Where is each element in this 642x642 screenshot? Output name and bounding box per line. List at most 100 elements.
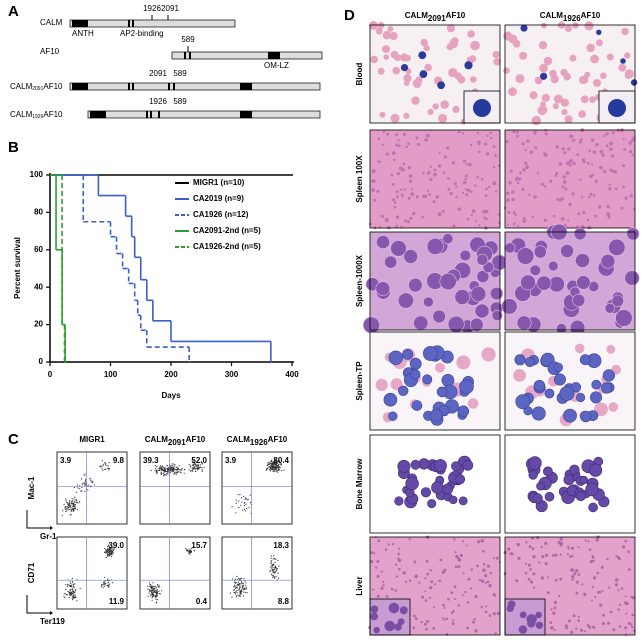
flow-event — [270, 557, 272, 560]
flow-event — [61, 514, 63, 516]
cell — [458, 558, 462, 562]
flow-event — [166, 473, 168, 475]
flow-event — [188, 549, 190, 552]
flow-event — [279, 466, 281, 468]
cell — [477, 142, 481, 146]
domain — [128, 20, 130, 27]
cell — [591, 379, 602, 390]
cell — [459, 553, 463, 558]
flow-event — [66, 502, 69, 504]
cell — [569, 464, 580, 475]
cell — [622, 185, 625, 189]
cell — [422, 346, 438, 361]
flow-event — [276, 469, 278, 472]
cell — [424, 599, 428, 602]
flow-event — [74, 505, 76, 507]
cell — [577, 212, 581, 216]
cell — [620, 58, 626, 64]
flow-event — [173, 470, 175, 472]
flow-event — [273, 470, 275, 472]
cell — [478, 150, 481, 153]
cell — [601, 382, 613, 394]
flow-event — [197, 466, 199, 468]
x-tick-label: 400 — [285, 370, 299, 379]
image-frame — [504, 536, 636, 636]
flow-event — [269, 569, 272, 571]
flow-event — [154, 469, 156, 471]
flow-event — [171, 470, 174, 472]
cell — [383, 54, 390, 60]
cell — [467, 577, 471, 581]
cell — [569, 134, 574, 139]
cell — [443, 155, 447, 159]
flow-event — [195, 465, 197, 467]
cell — [408, 179, 413, 183]
cell — [573, 227, 587, 241]
cell — [434, 362, 445, 373]
flow-event — [160, 466, 162, 468]
cell — [494, 595, 497, 597]
cell — [474, 219, 477, 222]
cell — [422, 296, 434, 308]
cell — [413, 561, 416, 564]
cell — [621, 27, 629, 36]
flow-event — [73, 498, 75, 500]
cell — [424, 590, 427, 593]
cell — [563, 408, 577, 423]
cell — [384, 548, 388, 551]
flow-event — [111, 551, 114, 553]
cell — [531, 547, 535, 551]
flow-event — [102, 463, 104, 465]
flow-event — [71, 593, 74, 595]
cell — [584, 630, 586, 633]
cell — [400, 167, 405, 172]
flow-event — [104, 547, 106, 550]
flow-event — [164, 468, 166, 470]
cell — [450, 611, 454, 615]
cell — [591, 163, 594, 166]
cell — [429, 165, 432, 169]
flow-event — [239, 583, 241, 585]
cell — [453, 538, 456, 541]
flow-event — [199, 464, 201, 466]
flow-event — [108, 586, 110, 589]
cell — [403, 188, 406, 191]
cell — [521, 187, 525, 191]
cell — [403, 80, 410, 86]
flow-event — [270, 464, 272, 466]
cell — [553, 628, 556, 631]
cell — [371, 169, 376, 174]
legend-label: CA2019 (n=9) — [193, 194, 244, 203]
flow-event — [243, 595, 245, 597]
cell — [618, 603, 622, 606]
cell — [457, 565, 461, 568]
flow-event — [147, 588, 149, 590]
cell — [608, 238, 626, 256]
flow-event — [170, 466, 172, 468]
cell — [608, 183, 611, 186]
flow-event — [74, 597, 76, 599]
flow-event — [275, 463, 277, 465]
flow-event — [69, 499, 71, 501]
flow-event — [107, 582, 109, 584]
flow-event — [173, 463, 175, 465]
cell — [377, 539, 381, 542]
flow-event — [246, 592, 248, 594]
cell — [517, 556, 521, 560]
flow-event — [190, 551, 192, 553]
cell — [412, 79, 422, 88]
flow-event — [155, 602, 157, 604]
cell — [572, 161, 576, 165]
flow-event — [192, 460, 194, 462]
cell — [462, 459, 474, 471]
flow-plot — [139, 536, 211, 610]
flow-event — [69, 508, 71, 510]
cell — [459, 249, 471, 262]
name: AF10 — [581, 11, 601, 20]
flow-event — [190, 549, 192, 552]
cell — [432, 626, 436, 630]
flow-event — [155, 597, 157, 599]
row-label: Spleen-TP — [355, 361, 364, 401]
flow-event — [154, 595, 156, 598]
quadrant-value: 11.9 — [109, 597, 125, 606]
